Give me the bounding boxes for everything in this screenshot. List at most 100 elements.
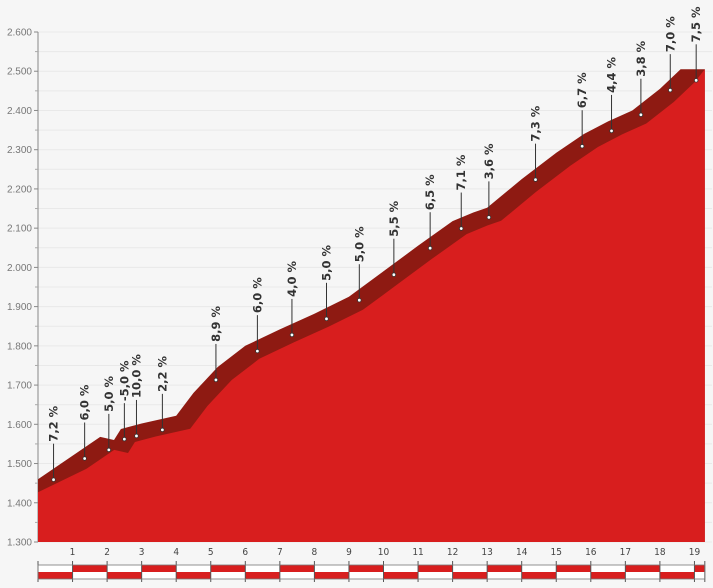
y-tick-label: 1.900 (7, 302, 32, 313)
gradient-marker (51, 477, 56, 482)
gradient-marker (693, 78, 699, 83)
y-tick-label: 2.300 (7, 145, 32, 156)
gradient-marker (638, 112, 644, 117)
km-bar-segment (72, 572, 108, 579)
km-bar (37, 561, 706, 582)
km-bar-segment (210, 565, 246, 572)
x-tick-label: 11 (412, 547, 423, 558)
km-bar-segment (659, 572, 695, 579)
km-bar-segment (210, 572, 246, 579)
y-tick-label: 2.600 (7, 28, 32, 39)
gradient-label: 4,0 % (285, 261, 299, 297)
gradient-label: 3,6 % (482, 143, 496, 179)
gradient-marker (391, 272, 397, 277)
y-tick-label: 1.600 (7, 420, 32, 431)
profile-fill (38, 69, 705, 543)
gradient-label: 6,5 % (423, 174, 437, 210)
profile-area (38, 69, 705, 543)
km-bar-segment (487, 572, 522, 579)
x-tick-label: 5 (208, 547, 214, 558)
x-tick-label: 15 (551, 547, 562, 558)
gradient-marker (160, 427, 165, 433)
gradient-label: 5,0 % (102, 375, 116, 411)
x-tick-label: 6 (242, 547, 248, 558)
y-tick-label: 1.500 (7, 459, 32, 470)
x-tick-label: 2 (104, 547, 110, 558)
gradient-label: 7,5 % (689, 6, 703, 42)
x-tick-label: 16 (585, 547, 597, 558)
x-tick-label: 1 (70, 547, 76, 558)
gradient-marker (357, 298, 362, 303)
x-tick-label: 13 (481, 547, 492, 558)
x-tick-label: 17 (620, 547, 631, 558)
km-bar-segment (452, 572, 488, 579)
x-tick-label: 19 (689, 547, 701, 558)
gradient-marker (324, 316, 329, 322)
gradient-marker (427, 246, 433, 251)
gradient-label: 2,2 % (155, 355, 169, 391)
km-bar-segment (314, 572, 349, 579)
gradient-label: 5,5 % (387, 200, 401, 236)
gradient-marker (579, 144, 585, 149)
y-tick-label: 1.700 (7, 381, 32, 392)
gradient-label: 7,0 % (663, 16, 677, 52)
km-bar-segment (452, 565, 488, 572)
gradient-labels: 7,2 %6,0 % 5,0 % -5,0 %10,0 % 2,2 %8,9 %6,0… (47, 6, 703, 482)
km-bar-segment (348, 572, 384, 579)
km-bar-segment (72, 565, 108, 572)
gradient-label: 7,1 % (454, 154, 468, 190)
y-tick-label: 1.800 (7, 341, 32, 352)
km-bar-segment (348, 565, 384, 572)
gradient-marker (459, 226, 464, 231)
y-tick-label: 2.000 (7, 263, 32, 274)
x-tick-label: 12 (447, 547, 458, 558)
gradient-label: 5,0 % (352, 226, 366, 262)
y-axis: 1.300 1.400 1.500 1.600 1.700 1.800 1.900 2.000… (7, 28, 39, 549)
gradient-label: 7,2 % (47, 405, 61, 441)
km-bar-segment (141, 565, 177, 572)
gradient-label: 5,0 % (319, 244, 333, 280)
km-bar-segment (176, 565, 211, 572)
gradient-label: 7,3 % (529, 105, 543, 141)
km-bar-segment (38, 565, 73, 572)
km-bar-segment (590, 565, 626, 572)
gradient-marker (609, 128, 614, 134)
x-tick-label: 9 (346, 547, 352, 558)
gradient-marker (533, 177, 538, 182)
y-tick-label: 2.100 (7, 224, 32, 235)
gradient-marker (289, 332, 295, 338)
gradient-label: 8,9 % (209, 306, 223, 342)
x-tick-label: 14 (516, 547, 528, 558)
gradient-label: 6,0 % (78, 384, 92, 420)
gradient-marker (213, 377, 219, 383)
km-bar-segment (556, 565, 591, 572)
km-bar-segment (625, 565, 660, 572)
gradient-marker (122, 436, 127, 442)
km-bar-segment (141, 572, 177, 579)
y-tick-label: 2.400 (7, 106, 32, 117)
x-tick-label: 8 (312, 547, 318, 558)
gradient-marker (668, 87, 673, 93)
gradient-marker (82, 456, 87, 461)
km-bar-segment (38, 572, 73, 579)
km-bar-segment (659, 565, 695, 572)
gradient-label: 6,0 % (250, 277, 264, 313)
gradient-label: 4,4 % (605, 57, 619, 93)
x-tick-label: 18 (654, 547, 666, 558)
km-bar-segment (418, 572, 453, 579)
x-tick-label: 4 (173, 547, 179, 558)
y-tick-label: 1.300 (7, 538, 32, 549)
x-tick-label: 3 (139, 547, 145, 558)
km-bar-segment (383, 572, 419, 579)
km-bar-segment (625, 572, 660, 579)
km-bar-segment (107, 565, 142, 572)
y-tick-label: 2.200 (7, 184, 32, 195)
gradient-marker (106, 447, 112, 453)
km-bar-segment (521, 565, 557, 572)
y-tick-label: 1.400 (7, 498, 32, 509)
km-bar-segment (383, 565, 419, 572)
gradient-label: -5,0 % (117, 360, 131, 401)
km-bar-segment (487, 565, 522, 572)
x-tick-label: 7 (277, 547, 283, 558)
gradient-marker (134, 433, 139, 439)
